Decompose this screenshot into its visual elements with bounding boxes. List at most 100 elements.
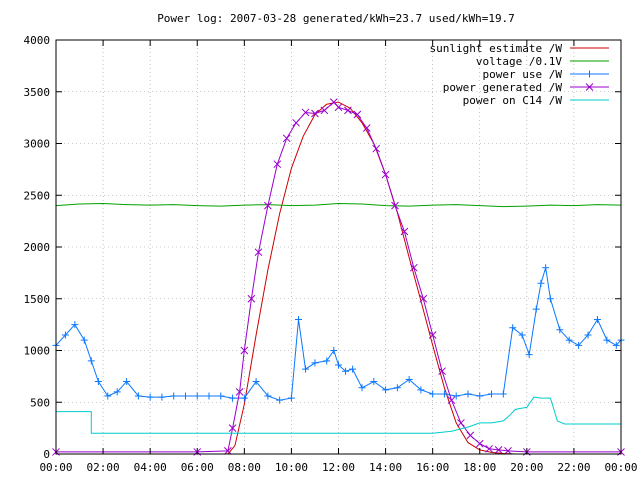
data-point-marker <box>276 396 284 404</box>
data-point-marker <box>546 295 554 303</box>
x-tick-label: 16:00 <box>416 461 449 474</box>
series-line <box>55 202 622 208</box>
data-point-marker <box>417 386 425 394</box>
data-point-marker <box>429 390 437 398</box>
x-tick-label: 10:00 <box>275 461 308 474</box>
data-point-marker <box>146 393 154 401</box>
x-tick-label: 02:00 <box>87 461 120 474</box>
legend-entry: power on C14 /W <box>463 94 609 107</box>
data-point-marker <box>405 375 413 383</box>
data-point-marker <box>565 336 573 344</box>
data-point-marker <box>240 346 249 355</box>
data-point-marker <box>264 201 272 210</box>
data-point-marker <box>452 392 460 400</box>
series-1 <box>55 202 622 208</box>
data-point-marker <box>358 384 366 392</box>
x-tick-label: 12:00 <box>322 461 355 474</box>
data-point-marker <box>294 315 302 323</box>
data-point-marker <box>419 294 428 303</box>
data-point-marker <box>287 394 295 402</box>
data-point-marker <box>593 315 601 323</box>
data-point-marker <box>475 439 484 448</box>
series-0 <box>56 101 621 455</box>
legend-entry: power use /W <box>483 68 609 81</box>
data-point-marker <box>349 365 357 373</box>
data-point-marker <box>438 367 446 376</box>
legend-label: power on C14 /W <box>463 94 563 107</box>
x-tick-label: 14:00 <box>369 461 402 474</box>
data-point-marker <box>113 388 121 396</box>
legend-label: power use /W <box>483 68 563 81</box>
data-point-marker <box>320 106 329 115</box>
data-point-marker <box>311 359 319 367</box>
data-point-marker <box>464 390 472 398</box>
x-tick-label: 20:00 <box>510 461 543 474</box>
x-tick-label: 04:00 <box>134 461 167 474</box>
series-4 <box>56 396 621 434</box>
data-point-marker <box>428 331 437 339</box>
data-point-marker <box>362 124 371 132</box>
data-point-marker <box>409 263 418 272</box>
x-tick-label: 08:00 <box>228 461 261 474</box>
grid-lines <box>56 40 621 454</box>
data-point-marker <box>311 109 319 118</box>
y-tick-label: 2000 <box>24 241 51 254</box>
data-point-marker <box>391 201 399 210</box>
series-line <box>56 396 621 434</box>
y-tick-label: 0 <box>43 448 50 461</box>
data-point-marker <box>584 331 592 339</box>
data-point-marker <box>334 103 343 112</box>
data-point-marker <box>61 331 69 339</box>
series-2 <box>52 264 625 404</box>
legend-marker <box>586 70 593 78</box>
y-axis-ticks: 0 500 1000 1500 2000 2500 3000 3500 4000 <box>24 34 621 461</box>
data-point-marker <box>264 392 272 400</box>
legend-marker <box>585 83 594 91</box>
data-point-marker <box>393 384 401 392</box>
y-tick-label: 4000 <box>24 34 51 47</box>
chart-title: Power log: 2007-03-28 generated/kWh=23.7… <box>157 12 515 25</box>
data-point-marker <box>353 110 362 119</box>
data-point-marker <box>466 431 475 440</box>
data-point-marker <box>273 160 282 169</box>
data-point-marker <box>457 419 465 427</box>
data-point-marker <box>518 331 526 339</box>
data-point-marker <box>499 390 507 398</box>
data-point-marker <box>217 392 225 400</box>
data-point-marker <box>229 394 237 402</box>
data-point-marker <box>158 393 166 401</box>
data-point-marker <box>542 264 550 272</box>
data-point-marker <box>485 444 494 453</box>
legend-label: sunlight estimate /W <box>430 42 563 55</box>
y-tick-label: 2500 <box>24 189 51 202</box>
legend-entry: voltage /0.1V <box>476 55 609 68</box>
data-point-marker <box>94 378 102 386</box>
data-point-marker <box>440 390 448 398</box>
data-point-marker <box>400 227 409 236</box>
data-point-marker <box>504 447 512 455</box>
data-point-marker <box>181 392 189 400</box>
data-point-marker <box>335 361 342 369</box>
data-point-marker <box>87 357 95 365</box>
y-tick-label: 500 <box>30 396 50 409</box>
data-point-marker <box>494 446 503 454</box>
x-axis-ticks: 00:00 02:00 04:00 06:00 08:00 10:00 12:00 14:00… <box>39 40 638 474</box>
data-point-marker <box>254 248 263 257</box>
data-point-marker <box>344 106 352 115</box>
data-point-marker <box>382 386 390 394</box>
data-point-marker <box>556 326 564 334</box>
data-point-marker <box>509 324 517 332</box>
data-point-marker <box>224 447 232 455</box>
legend-entry: power generated /W <box>443 81 609 94</box>
data-point-marker <box>80 336 88 344</box>
y-tick-label: 1000 <box>24 345 51 358</box>
x-tick-label: 22:00 <box>557 461 590 474</box>
data-point-marker <box>123 378 131 386</box>
data-point-marker <box>603 336 611 344</box>
data-point-marker <box>370 378 378 386</box>
series-layer <box>52 98 625 456</box>
y-tick-label: 3500 <box>24 86 51 99</box>
legend-label: power generated /W <box>443 81 563 94</box>
legend-label: voltage /0.1V <box>476 55 562 68</box>
